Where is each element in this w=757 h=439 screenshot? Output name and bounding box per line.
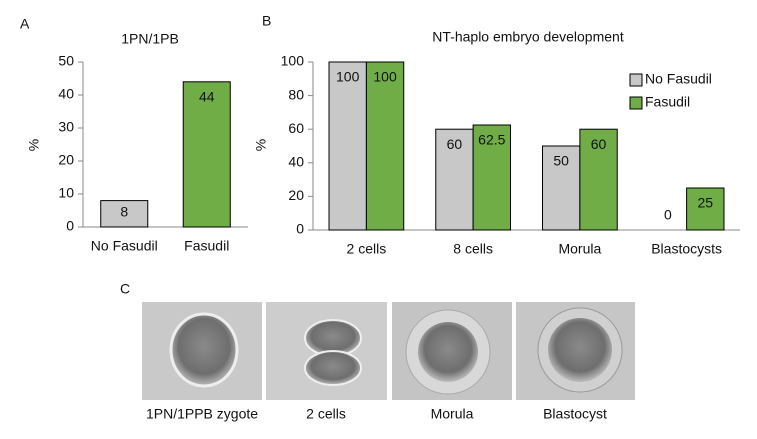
bar xyxy=(686,187,725,231)
image-caption: 1PN/1PPB zygote xyxy=(146,406,258,422)
y-tick-label: 60 xyxy=(288,120,304,136)
y-tick-label: 100 xyxy=(281,53,305,69)
x-tick-label: 2 cells xyxy=(347,241,387,257)
y-tick-label: 20 xyxy=(288,187,304,203)
bar xyxy=(472,124,511,231)
data-label: 25 xyxy=(698,195,714,211)
panel-label: C xyxy=(120,281,130,297)
legend-swatch xyxy=(629,73,643,87)
data-label: 60 xyxy=(447,136,463,152)
data-label: 0 xyxy=(664,207,672,223)
bar xyxy=(328,61,367,231)
y-axis-label: % xyxy=(253,139,269,151)
legend-swatch xyxy=(629,96,643,110)
data-label: 100 xyxy=(336,69,360,85)
y-tick-label: 10 xyxy=(58,185,74,201)
x-tick-label: Blastocysts xyxy=(651,241,722,257)
micrograph xyxy=(266,302,387,400)
panel-label: A xyxy=(20,16,30,32)
x-tick-label: Fasudil xyxy=(184,238,229,254)
y-tick-label: 0 xyxy=(296,221,304,237)
bar xyxy=(365,61,405,231)
data-label: 60 xyxy=(591,136,607,152)
bar xyxy=(182,81,231,228)
data-label: 8 xyxy=(120,204,128,220)
data-label: 62.5 xyxy=(478,132,505,148)
bar xyxy=(579,128,618,231)
image-caption: Blastocyst xyxy=(543,406,607,422)
legend-label: No Fasudil xyxy=(645,71,712,87)
x-tick-label: Morula xyxy=(558,241,601,257)
y-tick-label: 30 xyxy=(58,119,74,135)
panel-label: B xyxy=(262,13,271,29)
micrograph xyxy=(516,302,635,400)
y-tick-label: 20 xyxy=(58,152,74,168)
data-label: 100 xyxy=(373,69,397,85)
image-caption: Morula xyxy=(431,406,474,422)
x-tick-label: No Fasudil xyxy=(91,238,158,254)
y-tick-label: 0 xyxy=(66,218,74,234)
chart-title: NT-haplo embryo development xyxy=(432,29,624,45)
chart-title: 1PN/1PB xyxy=(121,31,179,47)
y-tick-label: 40 xyxy=(288,154,304,170)
bar xyxy=(100,200,149,228)
y-tick-label: 40 xyxy=(58,86,74,102)
image-caption: 2 cells xyxy=(306,406,346,422)
y-tick-label: 50 xyxy=(58,53,74,69)
micrograph xyxy=(142,302,262,400)
legend-label: Fasudil xyxy=(645,94,690,110)
bar xyxy=(435,128,474,231)
bar xyxy=(542,145,581,231)
data-label: 50 xyxy=(553,153,569,169)
y-axis-label: % xyxy=(26,139,42,151)
y-tick-label: 80 xyxy=(288,86,304,102)
data-label: 44 xyxy=(199,89,215,105)
x-tick-label: 8 cells xyxy=(453,241,493,257)
micrograph xyxy=(392,302,512,400)
